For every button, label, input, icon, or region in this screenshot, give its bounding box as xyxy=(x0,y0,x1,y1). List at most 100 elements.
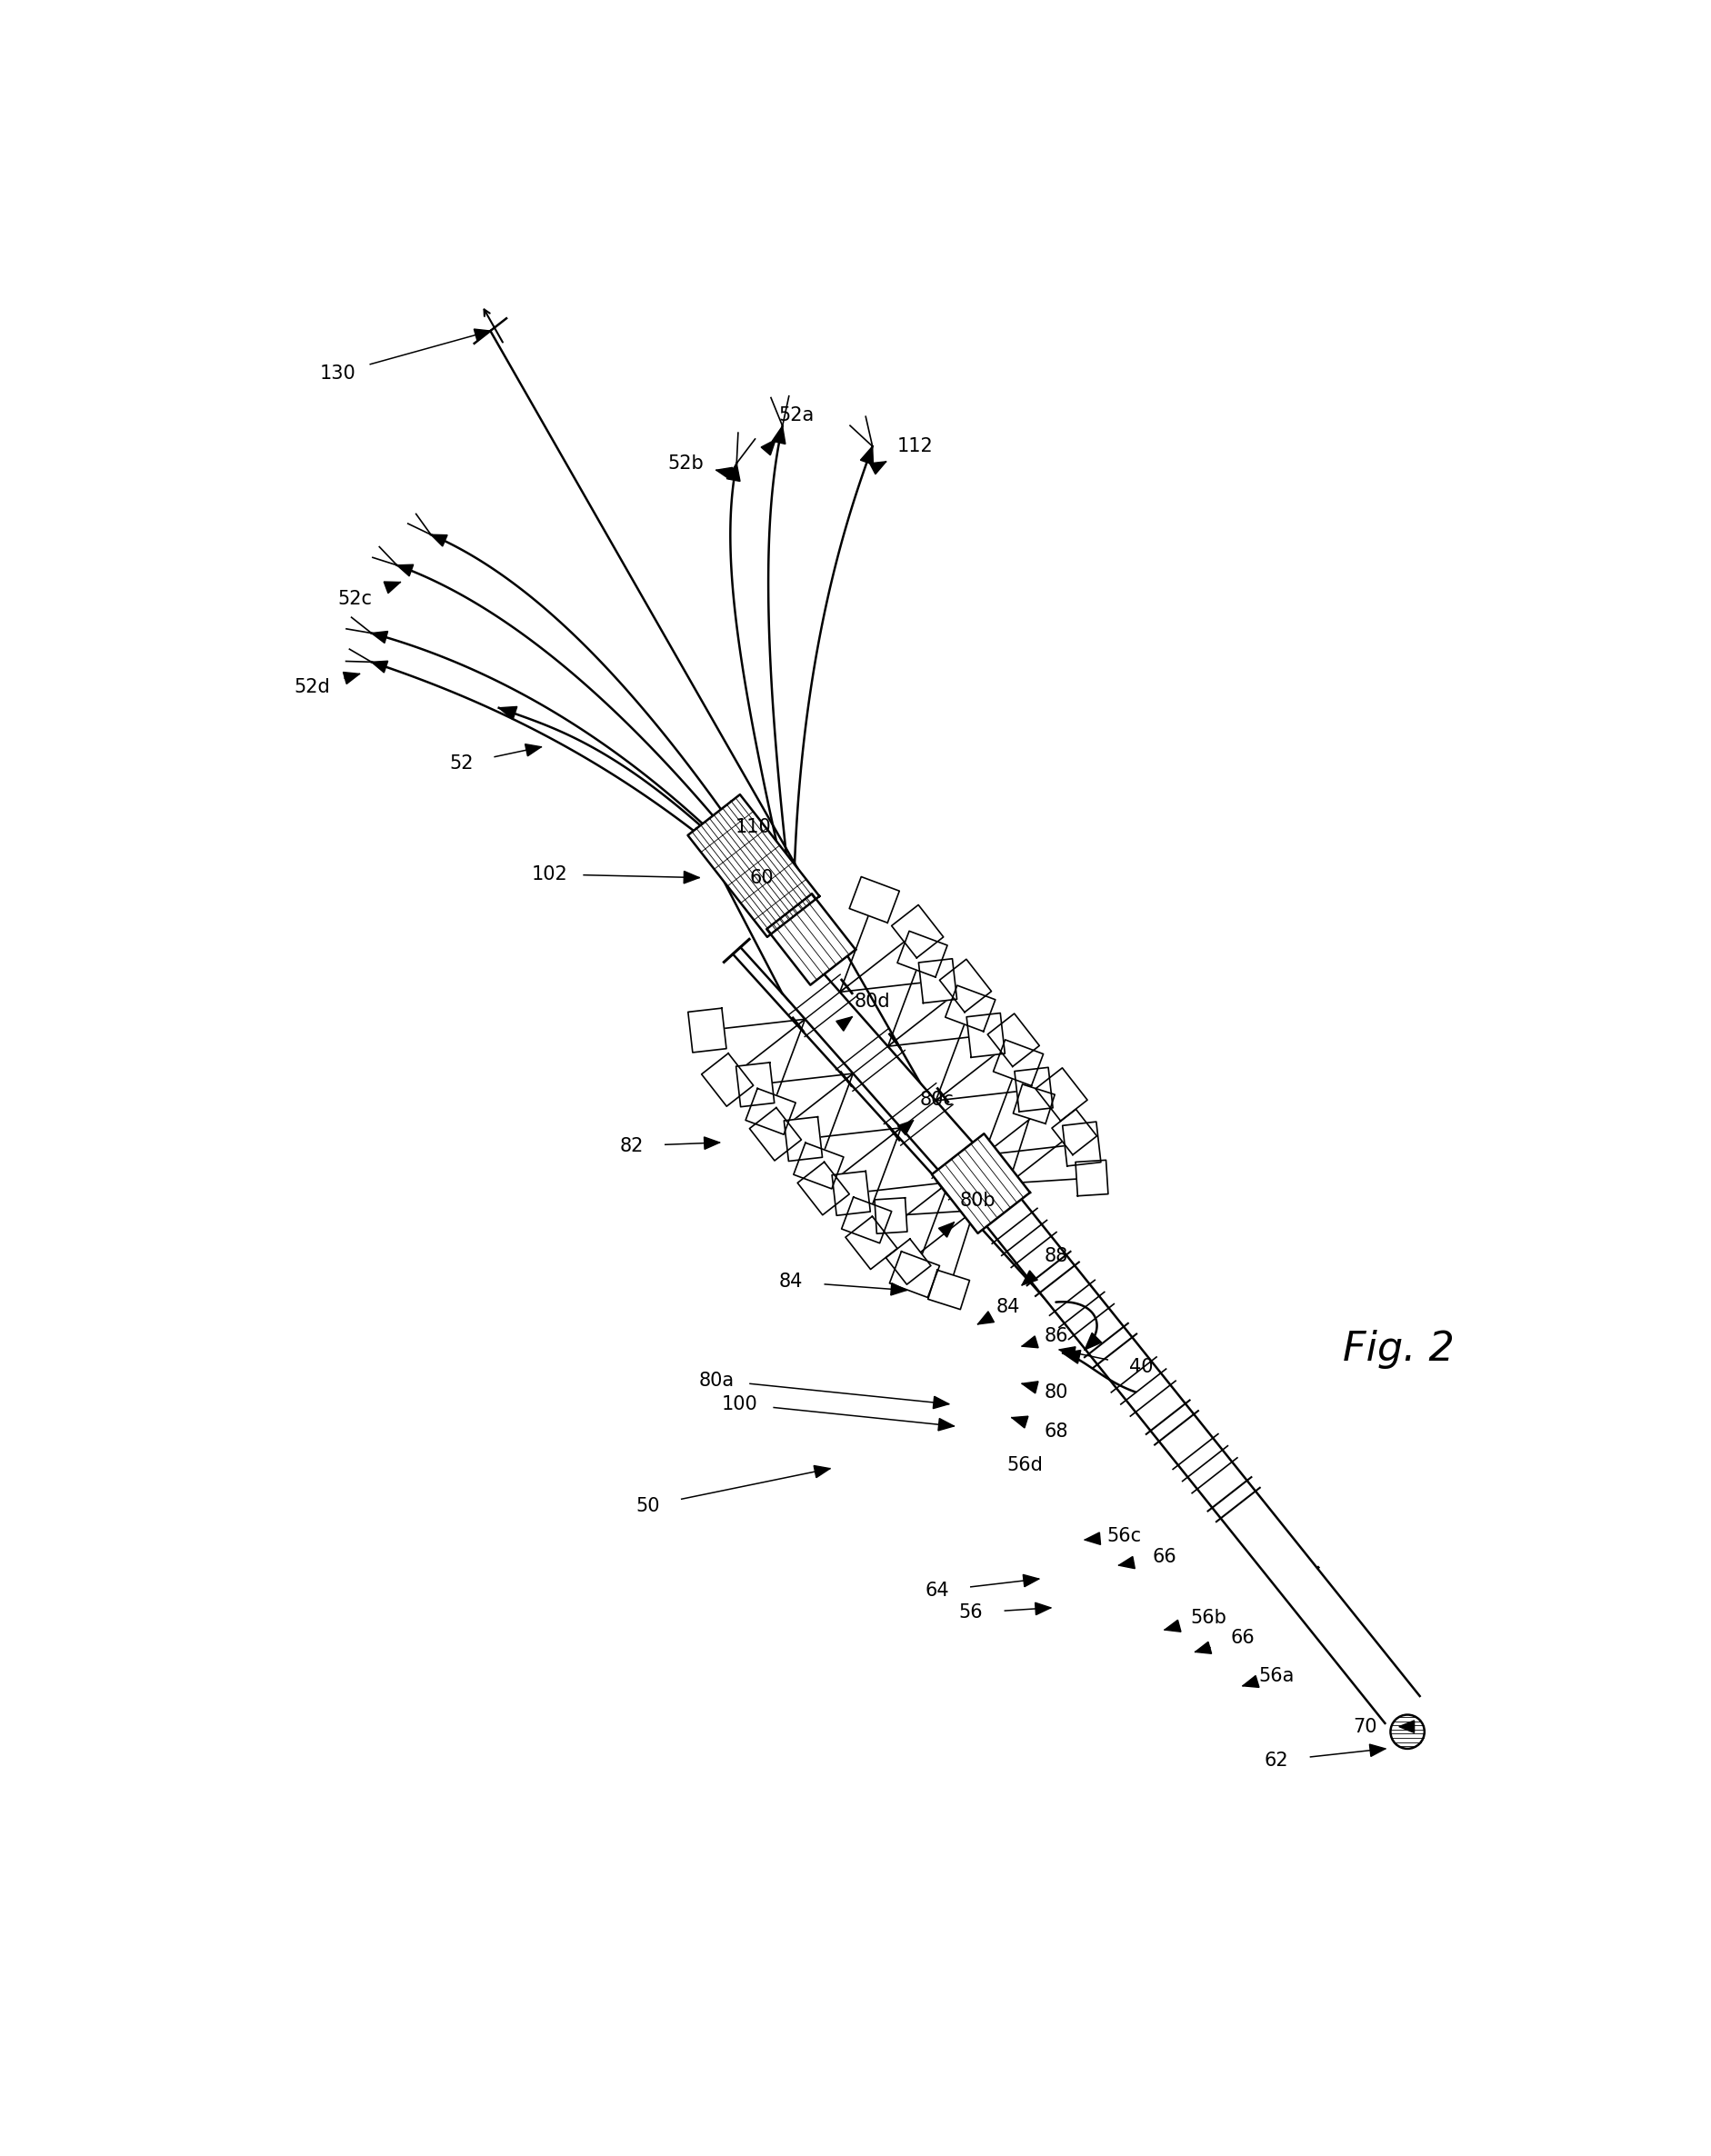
Polygon shape xyxy=(1021,1382,1039,1393)
Text: 56c: 56c xyxy=(1107,1526,1141,1546)
Polygon shape xyxy=(1242,1675,1259,1688)
Polygon shape xyxy=(898,1121,914,1134)
Polygon shape xyxy=(891,906,943,957)
Polygon shape xyxy=(891,1283,907,1296)
Polygon shape xyxy=(397,565,414,576)
Polygon shape xyxy=(1015,1067,1052,1112)
Text: 84: 84 xyxy=(996,1298,1020,1317)
Polygon shape xyxy=(702,1054,753,1106)
Polygon shape xyxy=(1196,1643,1211,1654)
Polygon shape xyxy=(944,985,996,1031)
Polygon shape xyxy=(939,1222,955,1238)
Text: 80c: 80c xyxy=(921,1091,955,1108)
Text: 64: 64 xyxy=(926,1583,950,1600)
Text: 56a: 56a xyxy=(1259,1667,1295,1684)
Circle shape xyxy=(1391,1714,1425,1749)
Polygon shape xyxy=(371,632,388,642)
Polygon shape xyxy=(1063,1350,1081,1363)
Polygon shape xyxy=(861,446,873,464)
Text: 60: 60 xyxy=(749,869,773,886)
Polygon shape xyxy=(696,802,816,994)
Polygon shape xyxy=(1035,1602,1051,1615)
Polygon shape xyxy=(1165,1619,1181,1632)
Text: 52d: 52d xyxy=(294,679,330,696)
Text: 102: 102 xyxy=(532,865,568,884)
Text: 80d: 80d xyxy=(854,992,890,1011)
Polygon shape xyxy=(371,662,388,673)
Text: 70: 70 xyxy=(1353,1718,1377,1736)
Polygon shape xyxy=(500,707,517,720)
Polygon shape xyxy=(874,1199,907,1233)
Text: 88: 88 xyxy=(1044,1246,1068,1266)
Polygon shape xyxy=(688,1009,727,1052)
Polygon shape xyxy=(1021,1337,1039,1348)
Polygon shape xyxy=(705,1136,720,1149)
Polygon shape xyxy=(474,330,491,341)
Text: 56d: 56d xyxy=(1008,1455,1044,1475)
Polygon shape xyxy=(814,1466,830,1477)
Text: 110: 110 xyxy=(736,817,772,837)
Polygon shape xyxy=(842,1197,891,1244)
Polygon shape xyxy=(1052,1108,1097,1156)
Text: 52a: 52a xyxy=(779,407,814,425)
Text: 84: 84 xyxy=(779,1272,802,1291)
Polygon shape xyxy=(845,1216,897,1270)
Polygon shape xyxy=(1076,1160,1109,1197)
Polygon shape xyxy=(761,440,775,455)
Polygon shape xyxy=(939,959,991,1011)
Polygon shape xyxy=(977,1311,994,1324)
Polygon shape xyxy=(797,1162,849,1216)
Polygon shape xyxy=(684,871,700,884)
Polygon shape xyxy=(431,535,447,545)
Polygon shape xyxy=(1400,1720,1415,1733)
Text: 80b: 80b xyxy=(960,1190,996,1210)
Polygon shape xyxy=(832,1171,871,1216)
Polygon shape xyxy=(772,427,785,444)
Polygon shape xyxy=(849,877,900,923)
Polygon shape xyxy=(344,673,359,683)
Polygon shape xyxy=(886,1240,931,1285)
Polygon shape xyxy=(919,959,956,1003)
Polygon shape xyxy=(1021,1270,1037,1285)
Text: 86: 86 xyxy=(1044,1326,1068,1345)
Polygon shape xyxy=(987,1013,1039,1067)
Text: 52c: 52c xyxy=(337,591,371,608)
Polygon shape xyxy=(1085,1533,1100,1544)
Polygon shape xyxy=(1059,1348,1076,1358)
Polygon shape xyxy=(967,1013,1004,1056)
Polygon shape xyxy=(1119,1557,1134,1570)
Text: 52: 52 xyxy=(450,755,474,774)
Text: 56b: 56b xyxy=(1191,1608,1227,1628)
Text: 52b: 52b xyxy=(667,455,703,472)
Polygon shape xyxy=(927,1270,970,1309)
Polygon shape xyxy=(1023,1574,1039,1587)
Polygon shape xyxy=(938,1419,955,1432)
Polygon shape xyxy=(932,1397,950,1408)
Text: 66: 66 xyxy=(1153,1548,1177,1565)
Polygon shape xyxy=(784,1117,823,1162)
Polygon shape xyxy=(782,966,1009,1210)
Polygon shape xyxy=(1035,1067,1088,1121)
Polygon shape xyxy=(869,461,886,474)
Text: 66: 66 xyxy=(1230,1630,1254,1647)
Polygon shape xyxy=(1085,1332,1102,1350)
Polygon shape xyxy=(1063,1121,1100,1166)
Text: 62: 62 xyxy=(1264,1751,1288,1770)
Text: 112: 112 xyxy=(897,438,932,455)
Text: 40: 40 xyxy=(1129,1358,1153,1376)
Polygon shape xyxy=(1011,1416,1028,1427)
Polygon shape xyxy=(688,796,820,938)
Text: 100: 100 xyxy=(722,1395,758,1412)
Polygon shape xyxy=(994,1039,1044,1087)
Polygon shape xyxy=(727,464,741,481)
Polygon shape xyxy=(525,744,541,757)
Text: 68: 68 xyxy=(1044,1423,1068,1440)
Polygon shape xyxy=(890,1250,939,1298)
Polygon shape xyxy=(794,1143,844,1188)
Polygon shape xyxy=(383,582,400,593)
Polygon shape xyxy=(932,1134,1030,1233)
Polygon shape xyxy=(1369,1744,1386,1757)
Text: 56: 56 xyxy=(958,1604,984,1621)
Polygon shape xyxy=(749,1108,801,1160)
Polygon shape xyxy=(974,1184,1420,1723)
